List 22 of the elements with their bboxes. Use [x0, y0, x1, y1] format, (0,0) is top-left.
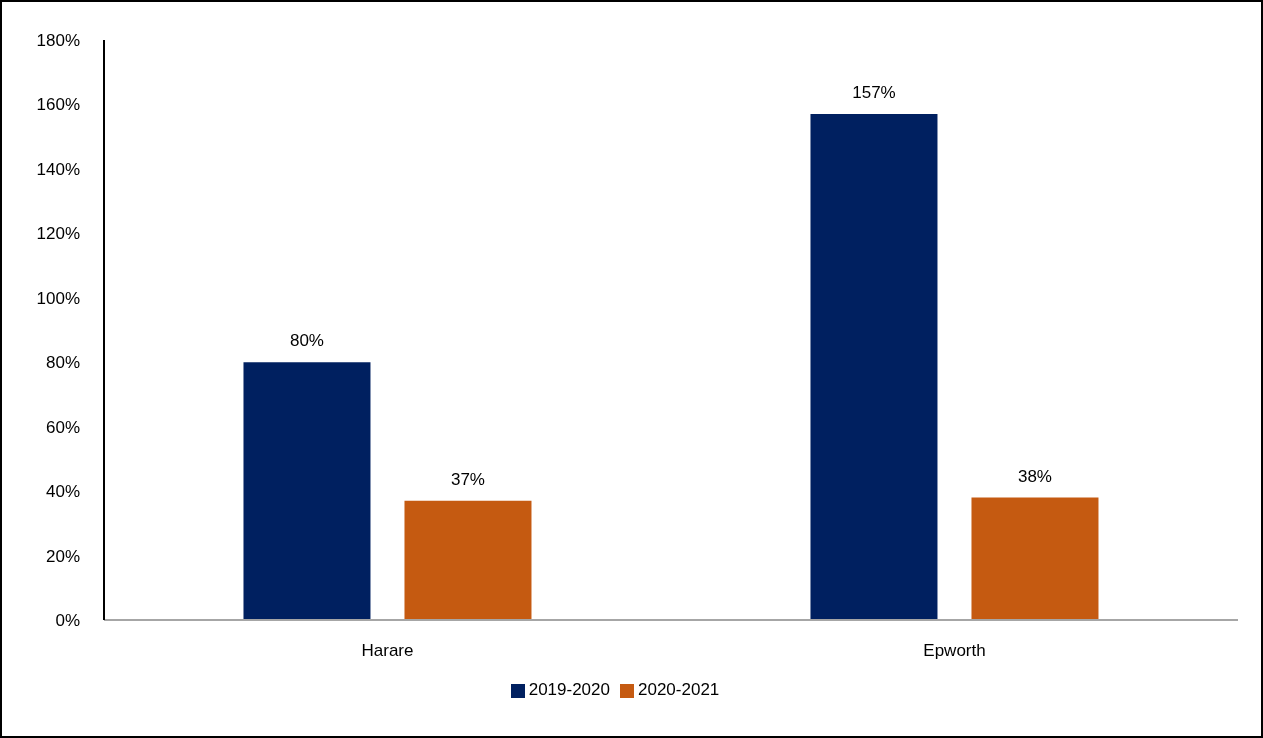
y-tick-label: 0%: [55, 611, 80, 631]
y-tick-label: 140%: [36, 159, 80, 179]
bar: [243, 362, 371, 620]
bar: [404, 500, 532, 620]
bar: [810, 114, 938, 620]
y-tick-label: 100%: [36, 288, 80, 308]
data-label: 37%: [450, 469, 485, 489]
legend-label: 2020-2021: [638, 680, 720, 699]
legend-label: 2019-2020: [528, 680, 610, 699]
y-tick-label: 80%: [45, 353, 80, 373]
data-label: 80%: [289, 331, 324, 351]
y-tick-label: 40%: [45, 482, 80, 502]
x-tick-label: Harare: [361, 641, 414, 661]
y-tick-label: 120%: [36, 224, 80, 244]
y-tick-label: 180%: [36, 31, 80, 51]
data-label: 157%: [852, 83, 896, 103]
y-tick-label: 20%: [45, 546, 80, 566]
bar: [971, 497, 1099, 620]
data-label: 38%: [1017, 466, 1052, 486]
y-tick-label: 160%: [36, 95, 80, 115]
x-tick-label: Epworth: [923, 641, 986, 661]
y-tick-label: 60%: [45, 417, 80, 437]
